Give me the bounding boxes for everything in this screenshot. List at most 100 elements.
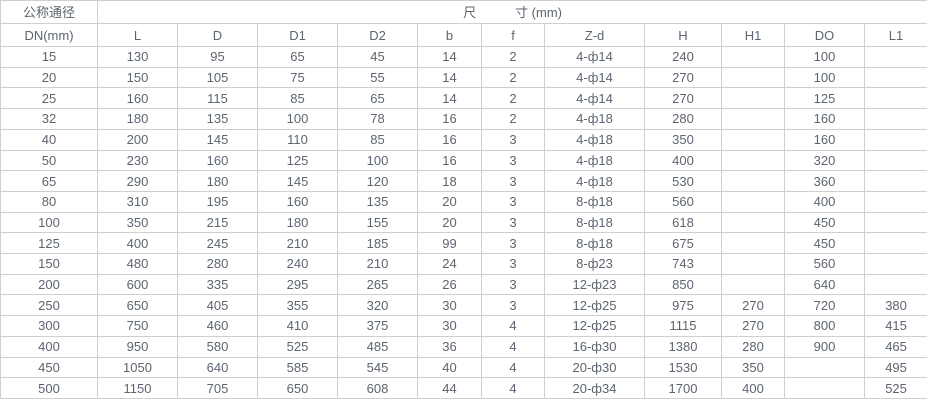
table-cell: 600	[97, 273, 178, 296]
table-cell: 675	[644, 232, 722, 255]
table-cell: 78	[337, 108, 418, 130]
table-cell: 40	[0, 128, 98, 151]
table-cell: 14	[417, 87, 482, 110]
table-cell: 270	[644, 87, 722, 110]
table-cell	[863, 46, 927, 68]
table-cell: 400	[0, 335, 98, 358]
table-cell: 16	[417, 128, 482, 151]
table-cell: 1115	[644, 315, 722, 337]
column-header-z-d: Z-d	[544, 23, 645, 47]
table-cell: 125	[0, 232, 98, 255]
table-cell	[721, 253, 785, 275]
table-cell: 55	[337, 66, 418, 89]
table-cell	[721, 190, 785, 213]
table-cell: 20-ф34	[544, 377, 645, 399]
column-header-dn-mm: DN(mm)	[0, 23, 98, 47]
table-cell: 100	[784, 46, 865, 68]
table-cell: 85	[257, 87, 338, 110]
table-cell: 4	[481, 377, 545, 399]
table-cell: 44	[417, 377, 482, 399]
table-cell	[721, 211, 785, 234]
table-cell: 100	[257, 108, 338, 130]
column-header-l: L	[97, 23, 178, 47]
table-cell: 400	[97, 232, 178, 255]
table-cell: 16	[417, 149, 482, 172]
table-cell: 40	[417, 356, 482, 379]
table-cell	[863, 190, 927, 213]
table-cell: 525	[257, 335, 338, 358]
table-cell	[863, 108, 927, 130]
table-cell: 120	[337, 170, 418, 192]
table-cell: 145	[177, 128, 258, 151]
table-cell	[721, 66, 785, 89]
table-cell: 16	[417, 108, 482, 130]
table-cell: 400	[644, 149, 722, 172]
table-cell: 545	[337, 356, 418, 379]
table-cell: 300	[0, 315, 98, 337]
table-cell: 245	[177, 232, 258, 255]
table-cell: 250	[0, 294, 98, 317]
column-header-h: H	[644, 23, 722, 47]
table-cell: 950	[97, 335, 178, 358]
table-cell: 410	[257, 315, 338, 337]
table-cell: 4-ф18	[544, 108, 645, 130]
table-cell: 375	[337, 315, 418, 337]
table-row-dn-400: 400 950 580 525 485 36 4 16-ф30 1380 280 900 465	[0, 335, 927, 358]
table-row-dn-15: 15 130 95 65 45 14 2 4-ф14 240 100	[0, 46, 927, 68]
table-cell: 480	[97, 253, 178, 275]
table-cell: 95	[177, 46, 258, 68]
table-cell: 150	[97, 66, 178, 89]
table-cell: 3	[481, 294, 545, 317]
table-row-dn-200: 200 600 335 295 265 26 3 12-ф23 850 640	[0, 273, 927, 296]
table-cell: 85	[337, 128, 418, 151]
table-cell: 8-ф23	[544, 253, 645, 275]
table-row-dn-20: 20 150 105 75 55 14 2 4-ф14 270 100	[0, 66, 927, 89]
column-header-d2: D2	[337, 23, 418, 47]
table-cell: 125	[784, 87, 865, 110]
column-header-do: DO	[784, 23, 865, 47]
table-cell: 25	[0, 87, 98, 110]
table-cell: 265	[337, 273, 418, 296]
table-cell: 405	[177, 294, 258, 317]
table-cell: 65	[0, 170, 98, 192]
table-cell: 240	[257, 253, 338, 275]
table-cell: 200	[97, 128, 178, 151]
table-cell: 100	[337, 149, 418, 172]
table-cell	[863, 66, 927, 89]
table-cell: 32	[0, 108, 98, 130]
table-cell: 75	[257, 66, 338, 89]
table-cell	[721, 273, 785, 296]
column-header-f: f	[481, 23, 545, 47]
table-cell: 65	[337, 87, 418, 110]
table-cell	[721, 108, 785, 130]
table-cell: 640	[177, 356, 258, 379]
table-cell: 4	[481, 335, 545, 358]
table-cell: 2	[481, 46, 545, 68]
table-cell: 185	[337, 232, 418, 255]
table-cell	[784, 356, 865, 379]
table-cell: 20	[0, 66, 98, 89]
column-header-l1: L1	[863, 23, 927, 47]
column-header-b: b	[417, 23, 482, 47]
table-cell: 105	[177, 66, 258, 89]
table-cell	[863, 273, 927, 296]
table-cell: 560	[784, 253, 865, 275]
table-cell: 4-ф18	[544, 149, 645, 172]
table-cell	[721, 232, 785, 255]
table-cell: 380	[863, 294, 927, 317]
table-row-dn-100: 100 350 215 180 155 20 3 8-ф18 618 450	[0, 211, 927, 234]
table-cell: 450	[784, 232, 865, 255]
table-cell: 280	[721, 335, 785, 358]
table-cell: 800	[784, 315, 865, 337]
table-cell: 400	[784, 190, 865, 213]
table-cell: 12-ф25	[544, 315, 645, 337]
table-cell: 110	[257, 128, 338, 151]
table-cell: 320	[784, 149, 865, 172]
table-row-dn-80: 80 310 195 160 135 20 3 8-ф18 560 400	[0, 190, 927, 213]
table-cell: 4-ф18	[544, 128, 645, 151]
table-cell	[863, 149, 927, 172]
table-cell: 580	[177, 335, 258, 358]
table-cell: 415	[863, 315, 927, 337]
table-cell: 12-ф25	[544, 294, 645, 317]
